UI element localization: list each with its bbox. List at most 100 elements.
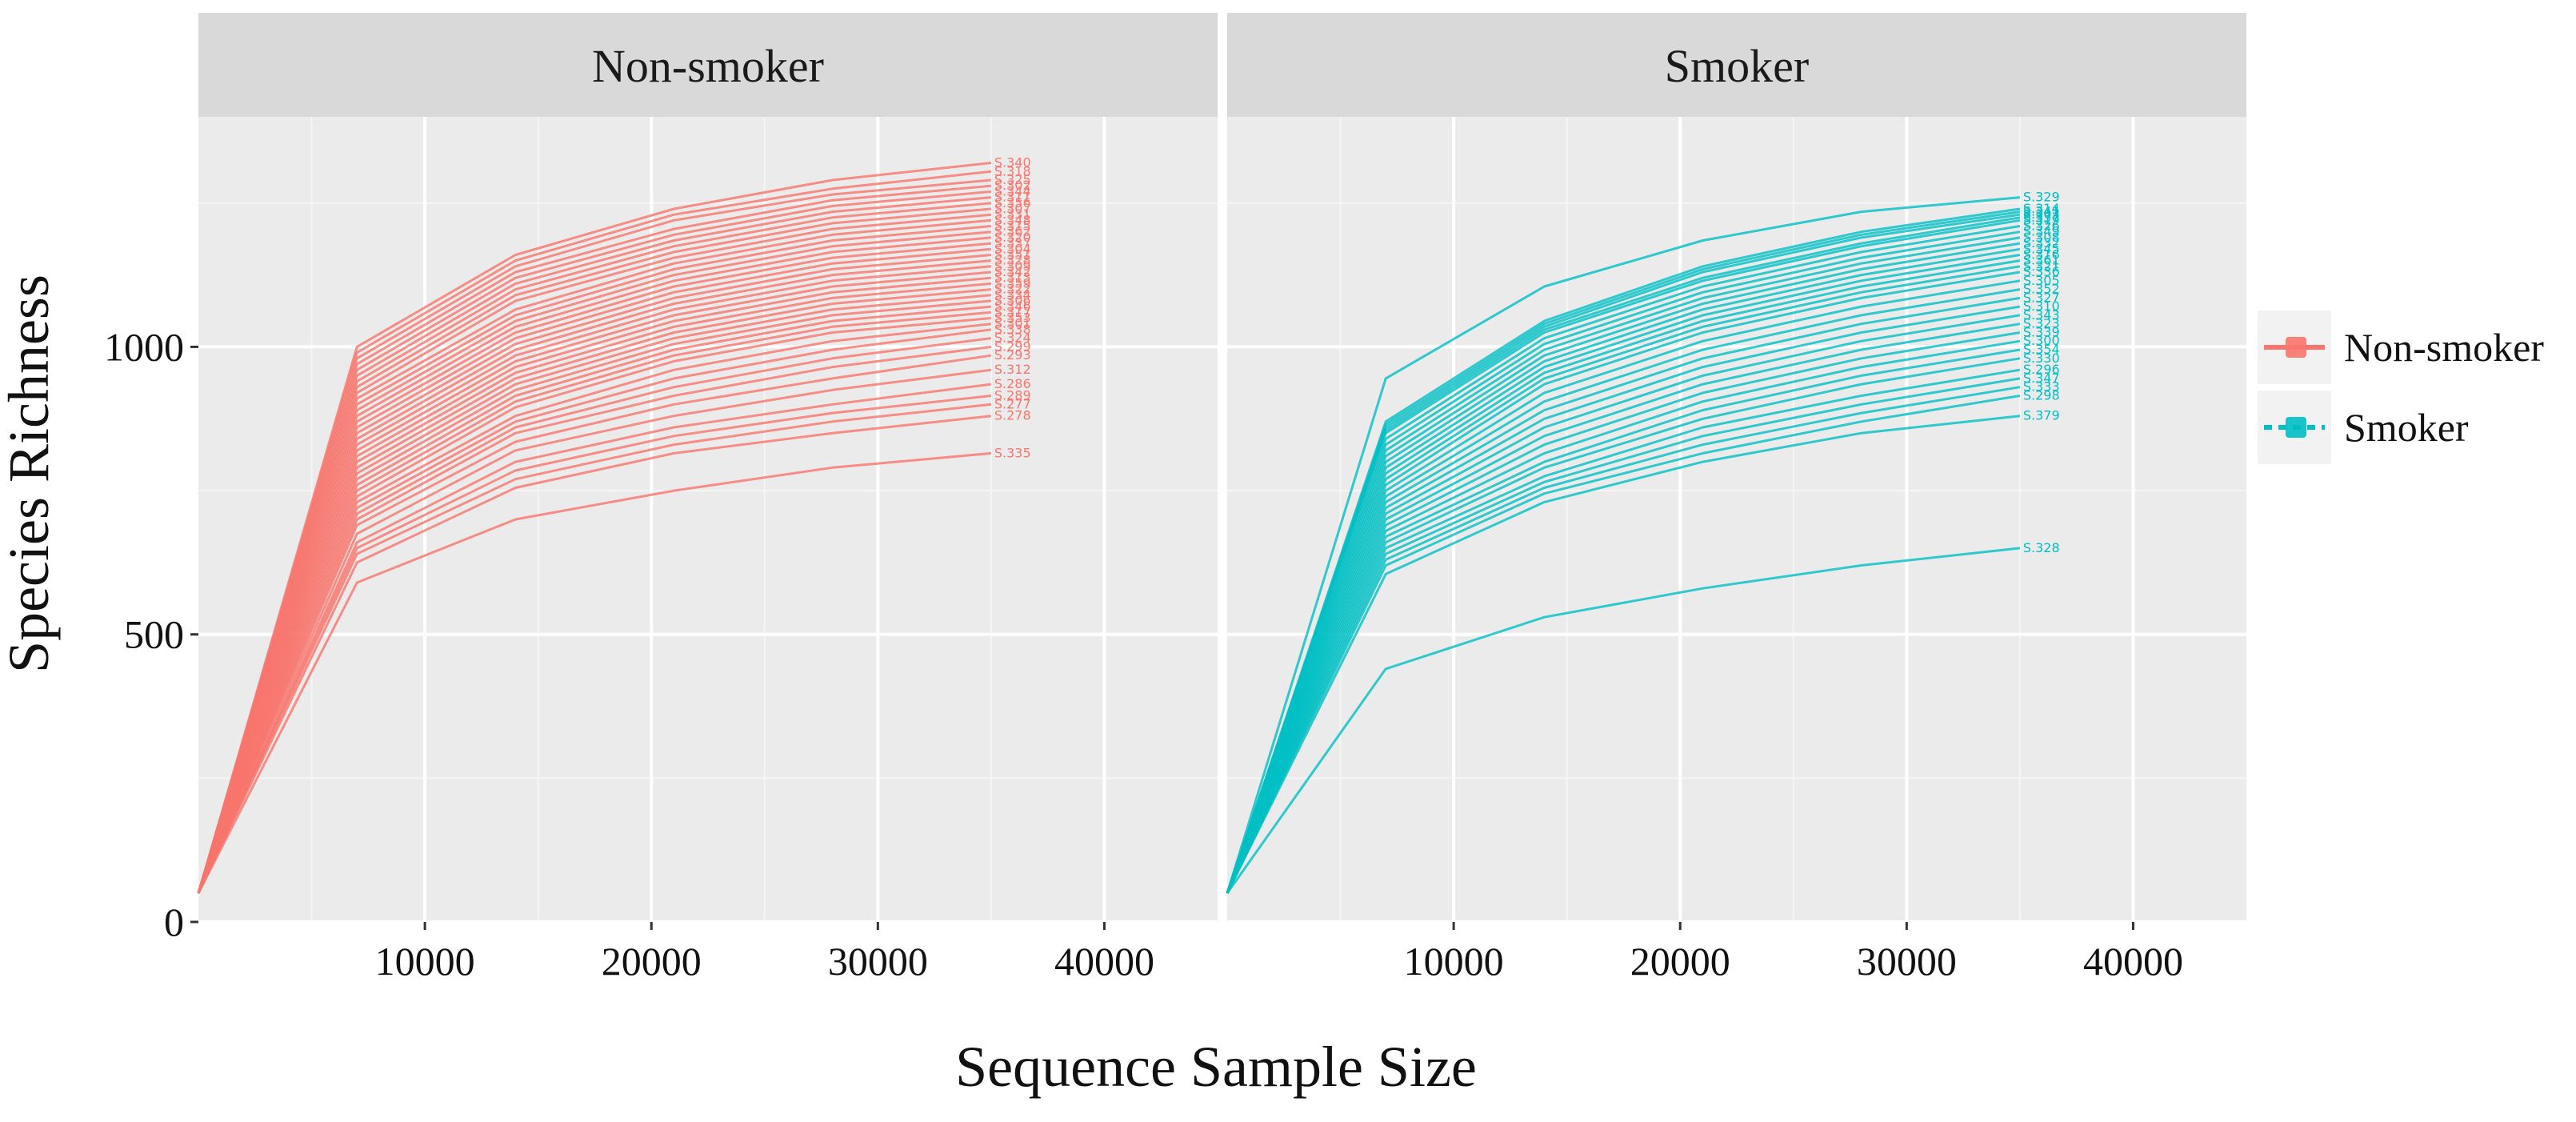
series-line [1226, 296, 2021, 894]
series-line [1226, 196, 2021, 894]
legend-key-glyph [2286, 337, 2306, 358]
series-line [1226, 225, 2021, 894]
series-line [1226, 279, 2021, 894]
series-end-label: S.341 [2023, 204, 2060, 219]
series-end-label: S.312 [994, 362, 1031, 377]
series-end-label: S.332 [2023, 235, 2060, 250]
series-end-label: S.329 [2023, 190, 2060, 205]
series-line [1226, 259, 2021, 894]
y-tick-label: 1000 [104, 324, 184, 369]
x-axis-ticks: 10000 20000 30000 40000 [375, 922, 1154, 984]
series-end-label: S.352 [2023, 282, 2060, 297]
series-end-label: S.300 [2023, 333, 2060, 348]
series-line [197, 305, 992, 894]
panel-non-smoker: Non-smoker S.340S.318S.325S.302S.344S.311… [197, 13, 1218, 984]
x-tick-label: 10000 [1404, 939, 1504, 984]
series-line [1226, 218, 2021, 894]
facet-strip-label: Non-smoker [592, 40, 824, 92]
x-tick-label: 30000 [1857, 939, 1957, 984]
series-line [1226, 415, 2021, 894]
series-end-label: S.298 [2023, 388, 2060, 403]
series-line [197, 337, 992, 894]
series-line [197, 259, 992, 894]
series-line [1226, 230, 2021, 894]
series-end-label: S.307 [994, 201, 1031, 216]
x-tick-label: 20000 [602, 939, 702, 984]
series-end-label: S.349 [2023, 224, 2060, 239]
series-end-label: S.338 [994, 322, 1031, 337]
legend-label: Smoker [2344, 405, 2469, 450]
series-line [197, 236, 992, 894]
series-line [197, 276, 992, 894]
series-line [197, 354, 992, 894]
series-line [197, 213, 992, 894]
series-end-label: S.327 [2023, 290, 2060, 305]
series-line [197, 254, 992, 894]
x-axis-title: Sequence Sample Size [955, 1035, 1477, 1099]
series-line [197, 207, 992, 894]
series-line [197, 162, 992, 894]
series-end-label: S.328 [994, 253, 1031, 268]
series-end-label: S.342 [994, 264, 1031, 279]
series-line [1226, 348, 2021, 894]
series-line [1226, 305, 2021, 894]
series-end-label: S.321 [2023, 258, 2060, 274]
series-end-label: S.304 [994, 241, 1031, 256]
legend-key-glyph [2286, 417, 2306, 438]
series-line [197, 368, 992, 894]
series-line [197, 383, 992, 894]
series-line [197, 202, 992, 894]
series-line [197, 247, 992, 894]
series-end-label: S.362 [994, 224, 1031, 239]
series-end-label: S.346 [994, 299, 1031, 314]
series-line [1226, 236, 2021, 894]
series-end-label: S.278 [994, 408, 1031, 423]
series-end-label: S.339 [2023, 324, 2060, 339]
x-tick-label: 20000 [1630, 939, 1730, 984]
series-end-label: S.323 [2023, 316, 2060, 331]
series-line [1226, 265, 2021, 894]
series-line [1226, 547, 2021, 894]
x-tick-label: 40000 [1054, 939, 1154, 984]
series-line [1226, 331, 2021, 894]
series-end-label: S.309 [994, 258, 1031, 274]
series-end-label: S.296 [2023, 362, 2060, 377]
series-line [1226, 357, 2021, 894]
series-end-label: S.359 [994, 275, 1031, 291]
series-end-label: S.277 [994, 396, 1031, 411]
y-tick-label: 500 [124, 612, 184, 657]
y-axis-title: Species Richness [0, 274, 61, 673]
series-end-label: S.316 [2023, 246, 2060, 262]
series-end-label: S.337 [994, 235, 1031, 250]
series-end-label: S.348 [994, 212, 1031, 227]
series-line [1226, 288, 2021, 894]
series-line [197, 288, 992, 894]
series-end-label: S.310 [2023, 299, 2060, 314]
series-end-label: S.317 [994, 304, 1031, 319]
series-end-label: S.335 [994, 445, 1031, 460]
series-end-label: S.318 [994, 163, 1031, 178]
series-line [1226, 314, 2021, 894]
series-lines [197, 162, 992, 894]
legend: Non-smoker Smoker [2258, 311, 2544, 464]
series-end-label: S.306 [994, 293, 1031, 308]
series-line [1226, 247, 2021, 894]
series-end-label: S.353 [994, 311, 1031, 326]
series-line [197, 323, 992, 894]
series-line [197, 345, 992, 894]
series-end-label: S.299 [994, 339, 1031, 354]
series-end-label: S.344 [994, 183, 1031, 198]
series-end-label: S.301 [994, 316, 1031, 331]
series-line [197, 270, 992, 894]
end-labels: S.329S.314S.341S.303S.357S.319S.326S.349… [2023, 190, 2060, 555]
series-end-label: S.336 [2023, 264, 2060, 279]
series-line [197, 170, 992, 894]
series-end-label: S.345 [2023, 241, 2060, 256]
series-line [197, 242, 992, 894]
series-end-label: S.315 [994, 218, 1031, 234]
series-line [1226, 368, 2021, 894]
series-line [197, 230, 992, 894]
series-end-label: S.354 [2023, 342, 2060, 357]
series-end-label: S.379 [2023, 408, 2060, 423]
